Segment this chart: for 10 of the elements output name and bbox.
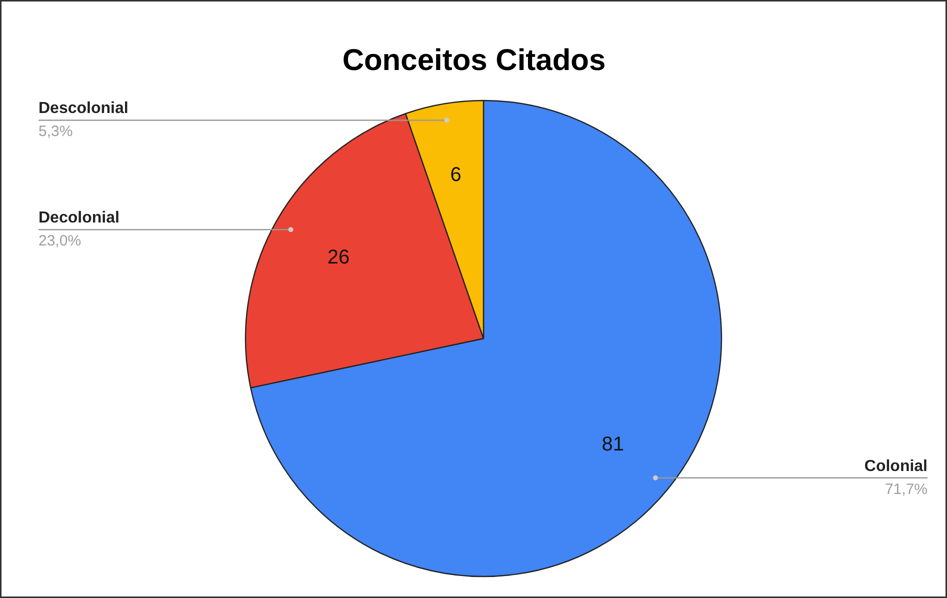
chart-title: Conceitos Citados	[342, 44, 606, 77]
text: 71,7%	[884, 480, 928, 498]
slice-label: Colonial	[864, 458, 928, 475]
slice-label: Descolonial	[38, 100, 128, 118]
data-label: 81	[602, 433, 624, 456]
text: 5,3%	[38, 123, 73, 140]
data-label: 6	[450, 164, 462, 186]
text: 23,0%	[38, 232, 82, 250]
data-label: 26	[327, 246, 350, 269]
slice-label: Decolonial	[38, 210, 120, 227]
